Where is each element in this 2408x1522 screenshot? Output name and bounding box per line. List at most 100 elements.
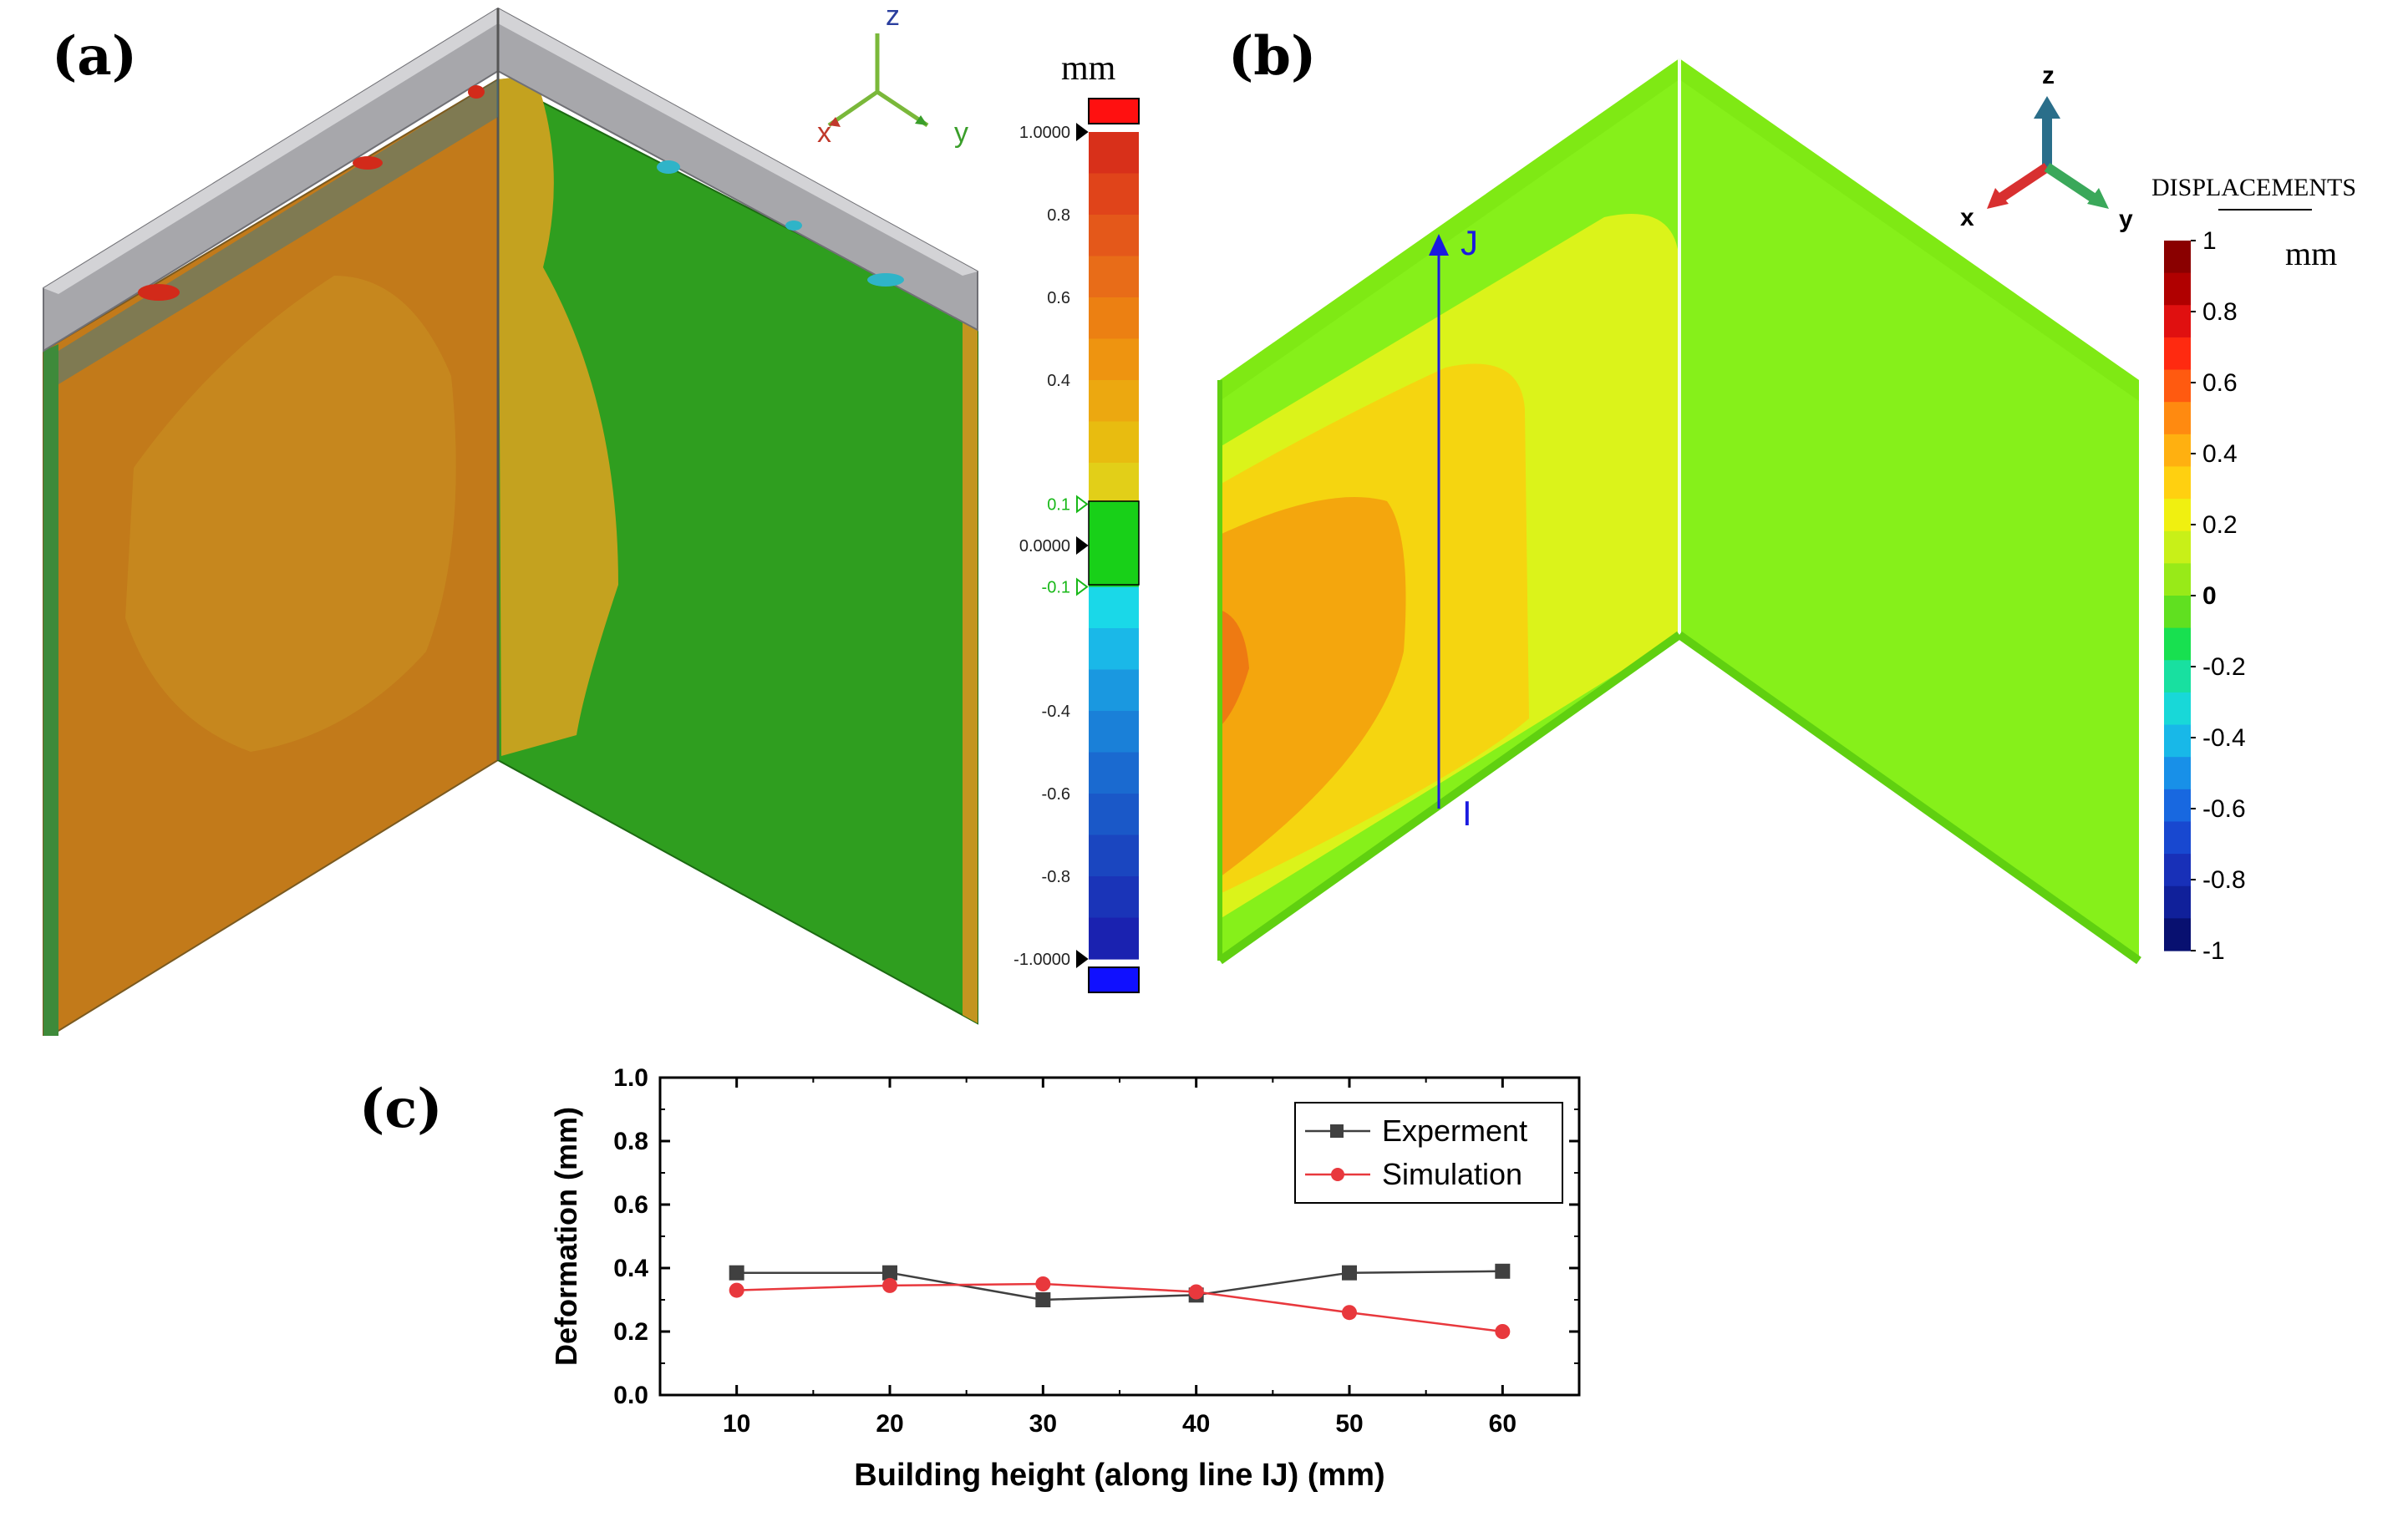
colorbar-segment [1089, 917, 1139, 960]
colorbar-tick-label: 0.8 [1047, 206, 1070, 225]
colorbar-tick-label: 0.8 [2202, 298, 2238, 326]
colorbar-segment [2164, 402, 2191, 435]
colorbar-segment [2164, 466, 2191, 500]
line-ij-end-label: J [1461, 223, 1478, 262]
panel-b-colorbar: 1 0.8 0.6 0.4 0.2 0 -0.2 -0.4 -0.6 -0.8 -1 [2164, 227, 2246, 961]
legend-marker [1330, 1124, 1344, 1138]
y-tick-label: 1.0 [613, 1064, 648, 1092]
axis-y-label: y [954, 117, 968, 149]
colorbar-segment [1089, 132, 1139, 175]
panel-b-model: I J [1217, 58, 2141, 965]
colorbar-segment [2164, 530, 2191, 564]
legend-box [1294, 1102, 1563, 1204]
colorbar-zero-band [1088, 500, 1140, 586]
contour-05 [1220, 610, 1249, 727]
colorbar-segment [2164, 369, 2191, 403]
y-tick-label: 0.0 [613, 1382, 648, 1409]
colorbar-segment [1089, 256, 1139, 298]
colorbar-tick-label: -1 [2202, 937, 2225, 961]
colorbar-tick-label: -0.8 [2202, 866, 2246, 894]
axis-x-label: x [817, 117, 831, 149]
y-tick-label: 0.4 [613, 1255, 648, 1282]
colorbar-segment [1089, 876, 1139, 919]
panel-a-colorbar-unit: mm [1061, 49, 1116, 88]
contour-04 [1220, 497, 1406, 877]
colorbar-marker [1076, 577, 1089, 596]
colorbar-tick-label: 1 [2202, 227, 2217, 255]
colorbar-tick-label: 0.2 [2202, 511, 2238, 539]
colorbar-segment [1089, 338, 1139, 381]
colorbar-segment [2164, 724, 2191, 758]
colorbar-segment [2164, 660, 2191, 693]
colorbar-segment [2164, 241, 2191, 274]
colorbar-tick-label: -0.8 [1042, 868, 1070, 886]
colorbar-segment [1089, 463, 1139, 505]
legend-marker [1331, 1168, 1344, 1181]
x-tick-label: 60 [1489, 1410, 1516, 1438]
colorbar-tick-label: 0.6 [2202, 369, 2238, 397]
data-point [1495, 1324, 1511, 1339]
axis-y-label: y [2119, 205, 2133, 233]
colorbar-marker [1076, 495, 1089, 514]
colorbar-tick-label: -0.1 [1042, 579, 1070, 597]
colorbar-marker [1076, 536, 1089, 555]
colorbar-marker [1076, 950, 1089, 968]
colorbar-segment [1089, 421, 1139, 464]
colorbar-tick-label: -0.4 [2202, 724, 2246, 752]
data-point [729, 1282, 744, 1298]
y-tick-label: 0.8 [613, 1128, 648, 1155]
colorbar-segment [2164, 337, 2191, 371]
x-tick-label: 20 [876, 1410, 903, 1438]
legend-label: Experment [1382, 1114, 1527, 1148]
colorbar-segment [1089, 711, 1139, 753]
x-tick-label: 10 [723, 1410, 750, 1438]
series-line-experment [736, 1270, 1503, 1301]
data-point [1342, 1305, 1357, 1321]
colorbar-tick-label: 0.4 [2202, 440, 2238, 468]
data-point [882, 1277, 897, 1293]
axis-z-label: z [2042, 62, 2055, 89]
colorbar-segment [2164, 757, 2191, 790]
data-point [882, 1265, 897, 1281]
x-tick-label: 50 [1335, 1410, 1363, 1438]
colorbar-tick-label: 0.1 [1047, 496, 1070, 515]
colorbar-segment [1089, 297, 1139, 340]
data-point [1495, 1263, 1511, 1279]
y-axis-label: Deformation (mm) [549, 1107, 583, 1366]
panel-c-label: (c) [359, 1078, 443, 1140]
colorbar-tick-label: -1.0000 [1013, 951, 1070, 969]
colorbar-segment [2164, 885, 2191, 919]
panel-b-legend-title: DISPLACEMENTS [2151, 174, 2357, 201]
colorbar-segment [2164, 692, 2191, 726]
colorbar-segment [2164, 918, 2191, 951]
panel-a-axis-triad: z y x [817, 0, 968, 149]
colorbar-tick-label: 0.6 [1047, 289, 1070, 307]
colorbar-segment [1089, 835, 1139, 877]
colorbar-segment [2164, 627, 2191, 661]
axis-x-label: x [1960, 204, 1974, 231]
x-tick-label: 30 [1029, 1410, 1057, 1438]
data-point [1188, 1284, 1204, 1300]
panel-a-label: (a) [52, 25, 138, 88]
right-wall-face [1679, 58, 2139, 961]
panel-a-model [43, 7, 978, 1036]
y-tick-label: 0.6 [613, 1191, 648, 1219]
colorbar-segment [2164, 305, 2191, 338]
colorbar-marker [1076, 123, 1089, 141]
panel-b-label: (b) [1228, 25, 1317, 88]
colorbar-overflow-low [1088, 966, 1140, 993]
colorbar-tick-label: -0.6 [1042, 785, 1070, 804]
colorbar-segment [1089, 215, 1139, 257]
y-tick-label: 0.2 [613, 1318, 648, 1346]
colorbar-segment [1089, 669, 1139, 712]
series-line-simulation [736, 1282, 1503, 1333]
left-wall-patch [125, 276, 456, 752]
colorbar-overflow-high [1088, 98, 1140, 124]
legend-label: Simulation [1382, 1157, 1522, 1191]
colorbar-tick-label: 0.4 [1047, 372, 1070, 390]
x-axis-label: Building height (along line IJ) (mm) [854, 1458, 1384, 1493]
deformation-chart: 0.0 0.2 0.4 0.6 0.8 1.0 10 20 30 40 50 60 Building h… [549, 1064, 1581, 1493]
colorbar-segment [1089, 628, 1139, 671]
colorbar-tick-label: 0 [2202, 582, 2217, 610]
data-point [1342, 1265, 1357, 1281]
